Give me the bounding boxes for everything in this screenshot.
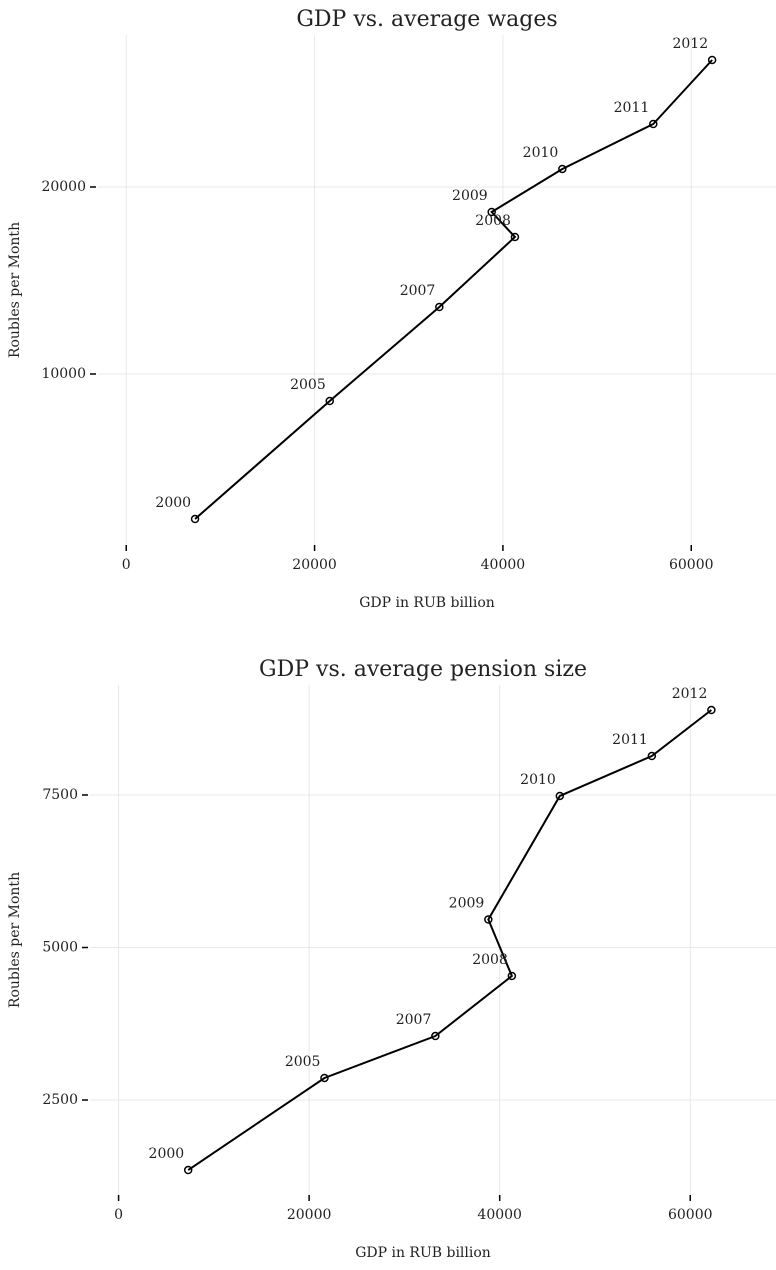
data-line — [194, 59, 713, 520]
point-label: 2010 — [520, 772, 556, 788]
point-label: 2007 — [396, 1012, 432, 1028]
point-label: 2000 — [155, 495, 191, 511]
point-label: 2009 — [449, 896, 485, 912]
point-label: 2005 — [290, 377, 326, 393]
data-point — [510, 232, 520, 242]
point-label: 2011 — [612, 732, 648, 748]
point-label: 2008 — [475, 213, 511, 229]
data-point — [707, 55, 717, 65]
x-tick-label: 20000 — [292, 557, 337, 573]
x-tick-label: 20000 — [287, 1207, 332, 1223]
data-point — [649, 119, 658, 129]
point-label: 2000 — [149, 1146, 185, 1162]
data-point — [555, 791, 565, 801]
data-point — [558, 164, 567, 174]
point-label: 2011 — [614, 100, 650, 116]
point-label: 2012 — [672, 36, 708, 52]
data-point — [707, 705, 716, 715]
point-label: 2012 — [672, 686, 708, 702]
data-point — [190, 514, 200, 524]
x-tick-label: 60000 — [669, 557, 714, 573]
x-tick-label: 0 — [114, 1207, 123, 1223]
chart-title: GDP vs. average wages — [296, 7, 557, 32]
data-point — [647, 751, 657, 761]
x-axis-label: GDP in RUB billion — [359, 595, 495, 611]
data-point — [320, 1073, 329, 1083]
y-axis-label: Roubles per Month — [7, 222, 23, 358]
point-label: 2009 — [452, 188, 488, 204]
data-point — [325, 396, 334, 406]
y-tick-label: 7500 — [42, 787, 78, 803]
data-point — [435, 302, 444, 312]
data-point — [183, 1165, 193, 1175]
data-point — [484, 915, 493, 924]
x-tick-label: 0 — [122, 557, 131, 573]
y-tick-label: 10000 — [41, 366, 86, 382]
y-tick-label: 20000 — [41, 179, 86, 195]
y-tick-label: 5000 — [42, 940, 78, 956]
chart-title: GDP vs. average pension size — [259, 657, 587, 682]
x-tick-label: 60000 — [668, 1207, 713, 1223]
data-point — [431, 1031, 440, 1041]
point-label: 2010 — [523, 145, 559, 161]
point-label: 2007 — [400, 283, 436, 299]
y-axis-label: Roubles per Month — [7, 872, 23, 1008]
point-label: 2008 — [472, 952, 508, 968]
y-tick-label: 2500 — [42, 1092, 78, 1108]
x-axis-label: GDP in RUB billion — [355, 1245, 491, 1261]
data-point — [487, 207, 496, 217]
x-tick-label: 40000 — [481, 557, 526, 573]
data-line — [187, 709, 712, 1171]
x-tick-label: 40000 — [477, 1207, 522, 1223]
point-label: 2005 — [285, 1054, 321, 1070]
data-point — [507, 971, 517, 981]
